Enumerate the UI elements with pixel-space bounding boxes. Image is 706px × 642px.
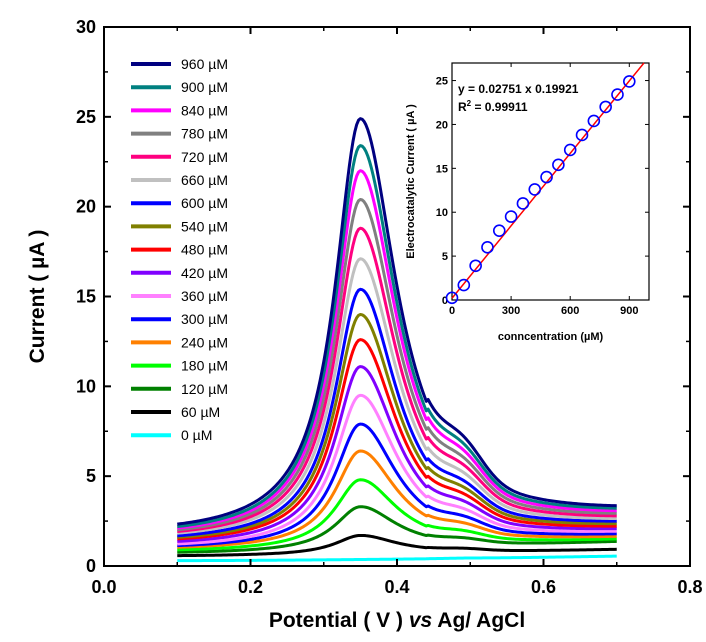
- series-curve: [177, 505, 617, 554]
- legend-label: 0 µM: [181, 427, 212, 443]
- legend-label: 960 µM: [181, 56, 228, 72]
- inset-equation: y = 0.02751 x 0.19921: [458, 82, 579, 96]
- inset-plot-marks: [445, 62, 645, 305]
- series-curve: [177, 169, 617, 530]
- y-tick-label: 30: [76, 17, 96, 37]
- inset-y-tick-label: 10: [436, 207, 448, 219]
- data-point: [445, 291, 459, 305]
- x-axis-title-italic: vs: [409, 609, 432, 632]
- inset-plot-ticks: 0 300 600 900 0 5 10 15 20 25: [436, 63, 649, 317]
- inset-r-squared: R2 = 0.99911: [458, 99, 528, 114]
- series-curve: [177, 338, 617, 541]
- data-point: [540, 170, 553, 184]
- data-point: [504, 210, 518, 223]
- y-tick-label: 5: [86, 466, 96, 486]
- series-curve: [177, 478, 617, 552]
- series-curve: [177, 393, 617, 546]
- series-curve: [177, 365, 617, 543]
- data-point: [575, 128, 589, 142]
- y-tick-label: 20: [76, 197, 96, 217]
- legend: 960 µM 900 µM 840 µM 780 µM 720 µM 660 µM 600 …: [131, 56, 228, 443]
- series-curve: [177, 197, 617, 532]
- data-point: [611, 88, 624, 101]
- legend-label: 360 µM: [181, 288, 228, 304]
- y-axis-title: Current ( µA ): [26, 230, 49, 364]
- inset-y-tick-label: 25: [436, 76, 448, 88]
- legend-label: 180 µM: [181, 358, 228, 374]
- x-tick-label: 0.8: [677, 577, 702, 597]
- legend-label: 660 µM: [181, 172, 228, 188]
- inset-x-tick-label: 600: [561, 305, 579, 317]
- inset-x-tick-label: 0: [449, 305, 455, 317]
- series-curve: [177, 226, 617, 533]
- x-axis-title: Potential ( V ) vs Ag/ AgCl: [269, 609, 525, 632]
- x-axis-title-part: Ag/ AgCl: [432, 609, 525, 632]
- legend-label: 240 µM: [181, 334, 228, 350]
- series-curve: [177, 312, 617, 539]
- x-tick-label: 0.2: [238, 577, 263, 597]
- data-point: [492, 224, 506, 237]
- inset-y-tick-label: 15: [436, 163, 448, 175]
- y-tick-label: 10: [76, 376, 96, 396]
- legend-label: 600 µM: [181, 195, 228, 211]
- series-curve: [177, 117, 617, 526]
- inset-x-axis-title: conncentration (µM): [498, 331, 604, 343]
- inset-y-axis-title: Electrocatalytic Current ( µA ): [405, 104, 417, 259]
- y-tick-label: 15: [76, 287, 96, 307]
- x-tick-label: 0.0: [91, 577, 116, 597]
- series-curve: [177, 287, 617, 538]
- data-point: [563, 143, 577, 157]
- data-point: [552, 158, 565, 172]
- data-point: [469, 259, 482, 273]
- legend-label: 300 µM: [181, 311, 228, 327]
- legend-label: 480 µM: [181, 242, 228, 258]
- y-tick-label: 25: [76, 107, 96, 127]
- series-curve: [177, 257, 617, 535]
- legend-label: 120 µM: [181, 381, 228, 397]
- series-curve: [177, 422, 617, 548]
- legend-label: 420 µM: [181, 265, 228, 281]
- x-tick-label: 0.4: [384, 577, 409, 597]
- inset-y-tick-label: 20: [436, 119, 448, 131]
- legend-label: 60 µM: [181, 404, 220, 420]
- legend-label: 780 µM: [181, 126, 228, 142]
- x-axis-title-part: Potential ( V ): [269, 609, 409, 632]
- legend-label: 900 µM: [181, 79, 228, 95]
- data-point: [587, 114, 601, 128]
- legend-label: 540 µM: [181, 218, 228, 234]
- data-point: [516, 197, 530, 210]
- legend-label: 840 µM: [181, 102, 228, 118]
- inset-y-tick-label: 0: [442, 295, 448, 307]
- inset-x-tick-label: 300: [502, 305, 520, 317]
- data-point: [599, 100, 612, 114]
- r-squared-superscript: 2: [467, 99, 472, 108]
- inset-y-tick-label: 5: [442, 251, 448, 263]
- data-point: [457, 278, 471, 292]
- r-squared-value: = 0.99911: [471, 100, 528, 114]
- inset-calibration-plot: 0 300 600 900 0 5 10 15 20 25 y = 0.02751 x 0.199…: [405, 62, 650, 343]
- series-curve: [177, 533, 617, 558]
- y-tick-label: 0: [86, 556, 96, 576]
- data-point: [528, 183, 542, 196]
- legend-label: 720 µM: [181, 149, 228, 165]
- data-point: [481, 241, 494, 254]
- main-plot-curves: [177, 117, 617, 563]
- fit-line: [451, 62, 645, 299]
- r-squared-symbol: R: [458, 100, 467, 114]
- series-curve: [177, 144, 617, 529]
- series-curve: [177, 449, 617, 549]
- inset-x-tick-label: 900: [620, 305, 638, 317]
- x-tick-label: 0.6: [531, 577, 556, 597]
- data-point: [622, 75, 636, 88]
